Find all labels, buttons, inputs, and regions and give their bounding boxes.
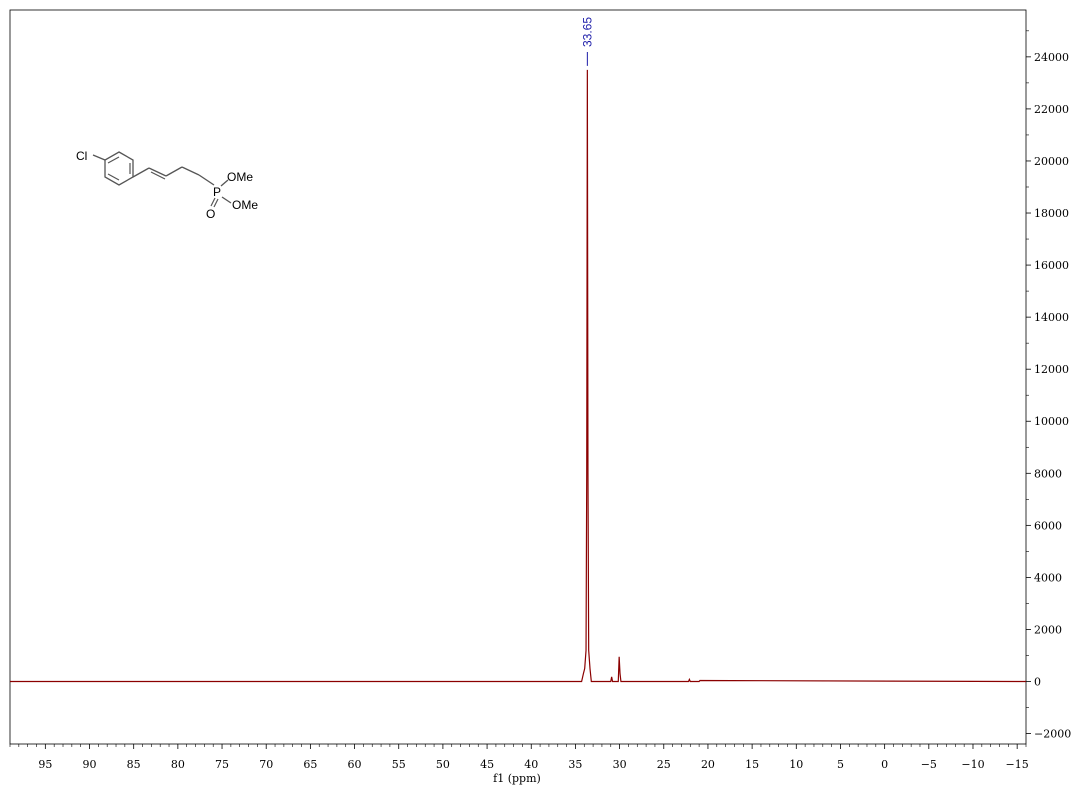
- y-tick-label: 4000: [1034, 571, 1062, 584]
- y-tick-label: 20000: [1034, 155, 1069, 168]
- molecule-label-cl: Cl: [76, 149, 87, 163]
- plot-frame: [9, 9, 1027, 745]
- y-tick-label: 6000: [1034, 519, 1062, 532]
- peak-label: 33.65: [580, 17, 594, 47]
- x-tick-label: 35: [568, 758, 582, 771]
- y-tick-label: 24000: [1034, 51, 1069, 64]
- y-tick-label: 16000: [1034, 259, 1069, 272]
- x-tick-label: 25: [657, 758, 671, 771]
- y-tick-label: 12000: [1034, 363, 1069, 376]
- x-tick-label: 15: [745, 758, 759, 771]
- y-axis-ticks: −2000 0 2000 4000 6000 8000 10000 12000 14000 160…: [1026, 30, 1071, 741]
- x-tick-label: 95: [38, 758, 52, 771]
- cl-bond: [92, 154, 106, 161]
- spectrum-trace: [10, 69, 1027, 683]
- molecule-label-ome-1: OMe: [227, 170, 253, 184]
- x-tick-label: 20: [701, 758, 715, 771]
- chain-bond-3: [181, 166, 200, 176]
- y-tick-label: 14000: [1034, 311, 1069, 324]
- x-tick-label: 75: [215, 758, 229, 771]
- p-ome-bond-1: [220, 179, 229, 187]
- y-tick-label: 8000: [1034, 467, 1062, 480]
- ring-inner-bond-3: [107, 173, 120, 181]
- x-axis-title: f1 (ppm): [493, 772, 541, 785]
- x-axis-ticks: 95 90 85 80 75 70 65 60 55 50 45 40 35 30 25 20 15 10 5 0 −5…: [9, 744, 1029, 771]
- molecule-label-p: P: [213, 185, 221, 199]
- y-tick-label: −2000: [1034, 728, 1071, 741]
- y-tick-label: 18000: [1034, 207, 1069, 220]
- peak-labels: 33.65: [580, 17, 594, 66]
- x-tick-label: −5: [921, 758, 937, 771]
- p-o-double-bond-b: [213, 198, 219, 208]
- y-tick-label: 22000: [1034, 103, 1069, 116]
- x-tick-label: 0: [881, 758, 888, 771]
- alkene-bond: [148, 167, 167, 177]
- x-tick-label: 90: [83, 758, 97, 771]
- y-tick-label: 10000: [1034, 415, 1069, 428]
- x-tick-label: 60: [348, 758, 362, 771]
- p-ome-bond-2: [221, 196, 232, 204]
- x-tick-label: 5: [837, 758, 844, 771]
- molecule-label-ome-2: OMe: [232, 198, 258, 212]
- x-tick-label: 45: [480, 758, 494, 771]
- molecule-label-o: O: [206, 207, 215, 221]
- x-tick-label: 65: [303, 758, 317, 771]
- molecule-structure: Cl P OMe OMe O: [76, 149, 258, 221]
- benzene-ring: [104, 151, 134, 186]
- x-tick-label: −10: [961, 758, 984, 771]
- p-o-double-bond-a: [210, 197, 216, 207]
- x-tick-label: −15: [1006, 758, 1029, 771]
- chain-bond-2: [165, 166, 183, 177]
- x-tick-label: 10: [789, 758, 803, 771]
- chain-bond-1: [132, 167, 150, 178]
- x-tick-label: 50: [436, 758, 450, 771]
- alkene-bond-double: [150, 171, 166, 180]
- x-tick-label: 55: [392, 758, 406, 771]
- x-tick-label: 80: [171, 758, 185, 771]
- y-tick-label: 2000: [1034, 623, 1062, 636]
- ring-inner-bond-1: [107, 156, 120, 164]
- y-tick-label: 0: [1034, 676, 1041, 689]
- x-tick-label: 70: [259, 758, 273, 771]
- x-tick-label: 85: [127, 758, 141, 771]
- chain-bond-4: [198, 174, 215, 186]
- x-tick-label: 30: [613, 758, 627, 771]
- x-tick-label: 40: [524, 758, 538, 771]
